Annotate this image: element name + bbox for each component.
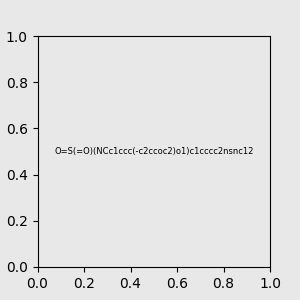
Text: O=S(=O)(NCc1ccc(-c2ccoc2)o1)c1cccc2nsnc12: O=S(=O)(NCc1ccc(-c2ccoc2)o1)c1cccc2nsnc1…: [54, 147, 254, 156]
